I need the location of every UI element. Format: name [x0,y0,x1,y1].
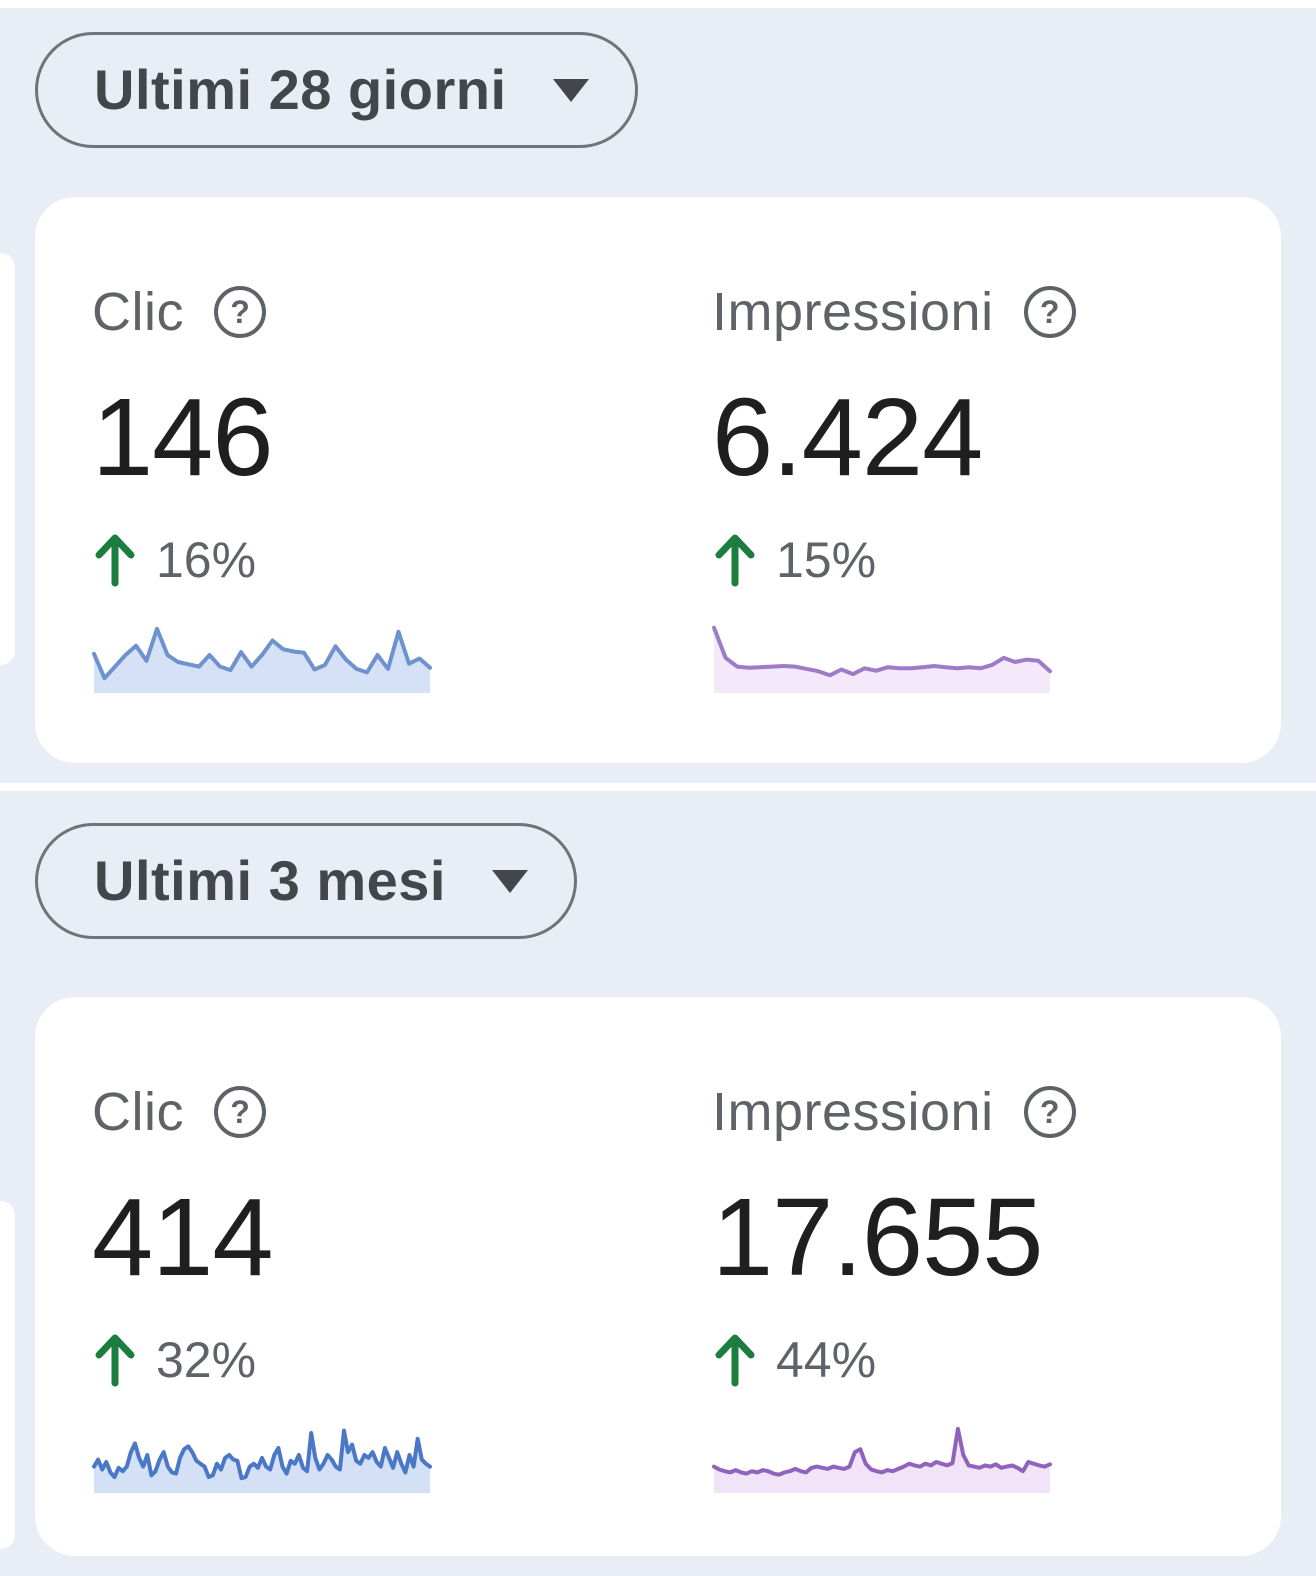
metric-clicks: Clic ? 146 16% [92,285,712,763]
help-icon[interactable]: ? [214,286,266,338]
arrow-up-icon [715,1334,755,1387]
chevron-down-icon [552,78,589,102]
delta-percent: 15% [776,532,877,588]
arrow-up-icon [715,534,755,587]
metric-delta: 32% [92,1333,256,1387]
chevron-down-icon [491,869,528,893]
metric-value: 146 [92,376,274,499]
date-range-button[interactable]: Ultimi 3 mesi [35,823,577,939]
metric-value: 414 [92,1176,274,1299]
section-divider [0,783,1316,791]
sparkline-chart [712,1426,1052,1493]
sparkline-chart [712,625,1052,693]
delta-percent: 16% [156,532,257,588]
help-icon-glyph: ? [230,1094,250,1130]
metric-impressions: Impressioni ? 17.655 44% [712,1085,1281,1556]
sparkline-chart [92,1428,432,1493]
metric-value: 6.424 [712,376,983,499]
metric-label: Clic [92,282,184,342]
date-range-label: Ultimi 3 mesi [94,849,446,912]
date-range-label: Ultimi 28 giorni [94,58,507,121]
metric-delta: 44% [712,1333,876,1387]
metric-clicks: Clic ? 414 32% [92,1085,712,1556]
performance-card: Clic ? 146 16% Impressioni ? 6.424 [35,197,1281,763]
metric-value: 17.655 [712,1176,1043,1299]
help-icon[interactable]: ? [1023,286,1076,338]
performance-card: Clic ? 414 32% Impressioni ? 17.655 [35,997,1281,1556]
top-edge-strip [0,0,1316,8]
section-last-28-days: Ultimi 28 giorni Clic ? 146 16% Impressi… [0,8,1316,783]
section-last-3-months: Ultimi 3 mesi Clic ? 414 32% Impressioni… [0,791,1316,1576]
metric-delta: 15% [712,533,876,587]
help-icon[interactable]: ? [1023,1086,1076,1138]
metric-label: Impressioni [712,1082,994,1142]
metric-delta: 16% [92,533,256,587]
sparkline-chart [92,626,432,693]
help-icon-glyph: ? [1039,1094,1060,1130]
help-icon[interactable]: ? [214,1086,266,1138]
metric-impressions: Impressioni ? 6.424 15% [712,285,1281,763]
arrow-up-icon [95,1334,135,1387]
arrow-up-icon [95,534,135,587]
adjacent-card-edge [0,253,15,665]
metric-label: Impressioni [712,282,994,342]
adjacent-card-edge [0,1201,15,1549]
delta-percent: 44% [776,1332,877,1388]
delta-percent: 32% [156,1332,257,1388]
date-range-button[interactable]: Ultimi 28 giorni [35,32,638,148]
help-icon-glyph: ? [1039,294,1060,330]
metric-label: Clic [92,1082,184,1142]
help-icon-glyph: ? [230,294,250,330]
